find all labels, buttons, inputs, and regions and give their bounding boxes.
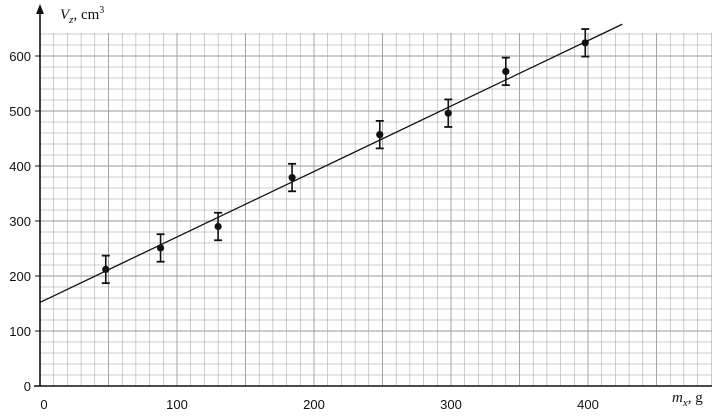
y-tick-label: 300	[9, 214, 31, 229]
x-axis-label: mx, g	[672, 390, 703, 409]
x-tick-label: 400	[577, 397, 599, 412]
x-tick-label: 0	[40, 397, 47, 412]
data-point	[581, 39, 589, 47]
data-point	[444, 109, 452, 117]
data-point	[214, 222, 222, 231]
data-point	[376, 131, 384, 139]
tick-labels: 0 100 200 300 400 500 600 0 100 200 300 400	[9, 49, 599, 412]
x-tick-label: 100	[166, 397, 188, 412]
chart-grid	[39, 33, 712, 387]
fit-line-group	[39, 23, 623, 303]
axes	[34, 4, 712, 387]
data-point	[502, 67, 510, 75]
y-tick-label: 100	[9, 324, 31, 339]
data-point	[288, 173, 296, 182]
data-point	[156, 244, 165, 252]
x-tick-label: 300	[440, 397, 462, 412]
y-axis-arrow	[36, 4, 44, 14]
fit-line	[39, 23, 623, 303]
y-tick-label: 500	[9, 104, 31, 119]
y-tick-label: 600	[9, 49, 31, 64]
data-points	[101, 28, 590, 285]
y-tick-label: 0	[24, 379, 31, 394]
y-tick-label: 400	[9, 159, 31, 174]
y-tick-label: 200	[9, 269, 31, 284]
x-tick-label: 200	[303, 397, 325, 412]
y-axis-label: Vz, cm3	[60, 5, 104, 26]
data-point	[102, 265, 110, 273]
